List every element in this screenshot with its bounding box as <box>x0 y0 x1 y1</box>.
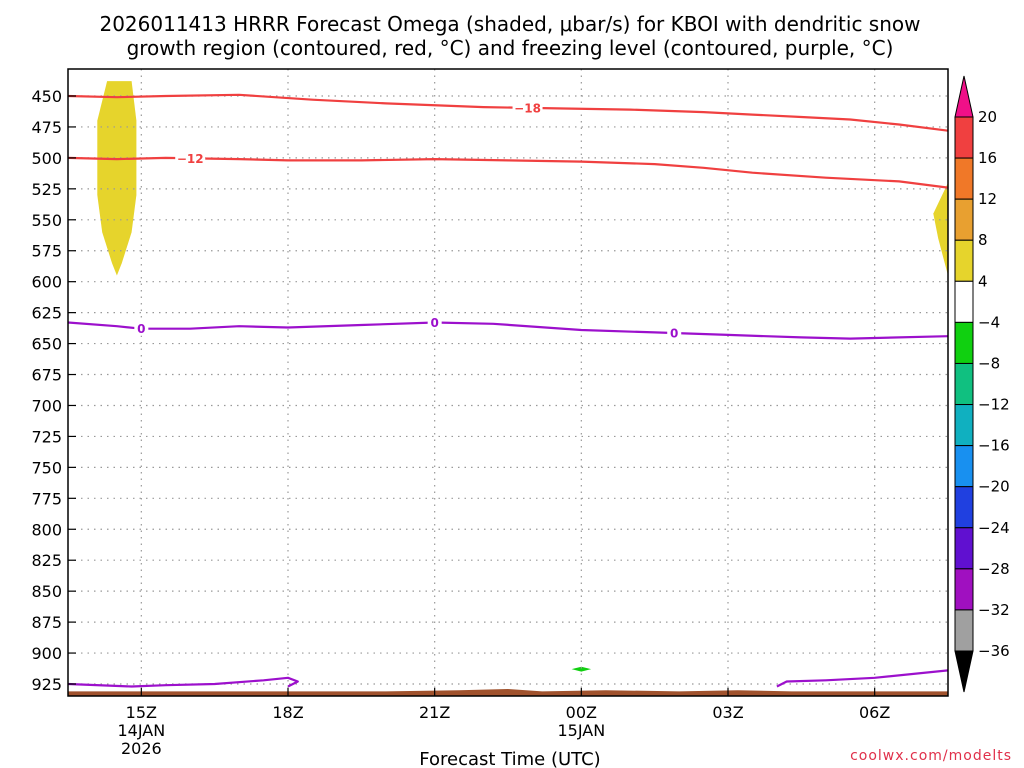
plot-area: −18 −12 0 0 0 450 475 500 525 550 575 600 625 650 675 7… <box>31 68 949 758</box>
colorbar-bin-1 <box>954 157 974 200</box>
contour-line-6 <box>776 669 948 688</box>
colorbar-label-11: −28 <box>978 560 1010 578</box>
contour-label-bg-0 <box>512 100 543 115</box>
contour-label-2: 0 <box>137 322 145 336</box>
colorbar-label-7: −12 <box>978 396 1010 414</box>
y-tick-label-1: 475 <box>31 118 62 137</box>
contour-label-0: −18 <box>514 101 541 115</box>
colorbar-bin-2 <box>954 198 974 241</box>
contour-label-4: 0 <box>670 327 678 341</box>
colorbar-label-4: 4 <box>978 272 988 290</box>
x-tick-label-5-0: 06Z <box>859 703 890 722</box>
y-tick-label-6: 600 <box>31 273 62 292</box>
colorbar-label-9: −20 <box>978 478 1010 496</box>
colorbar-bin-3 <box>954 239 974 282</box>
y-tick-label-11: 725 <box>31 427 62 446</box>
y-tick-label-9: 675 <box>31 366 62 385</box>
x-tick-label-0-2: 2026 <box>121 739 162 758</box>
y-tick-label-12: 750 <box>31 458 62 477</box>
colorbar: 20 16 12 8 4 −4 −8 −12 −16 −20 −24 −28 −32 −36 <box>954 75 1010 693</box>
colorbar-label-0: 20 <box>978 108 997 126</box>
x-tick-label-2-0: 21Z <box>419 703 450 722</box>
y-tick-label-3: 525 <box>31 180 62 199</box>
x-tick-label-3-1: 15JAN <box>557 721 605 740</box>
y-tick-label-14: 800 <box>31 520 62 539</box>
colorbar-label-5: −4 <box>978 313 1000 331</box>
x-tick-label-4-0: 03Z <box>712 703 743 722</box>
colorbar-bin-6 <box>954 362 974 406</box>
y-tick-label-2: 500 <box>31 149 62 168</box>
colorbar-top-arrow <box>954 75 974 118</box>
y-tick-label-5: 575 <box>31 242 62 261</box>
y-tick-label-13: 775 <box>31 489 62 508</box>
contour-line-5 <box>68 676 299 688</box>
x-axis-label: Forecast Time (UTC) <box>419 749 600 768</box>
y-tick-label-16: 850 <box>31 582 62 601</box>
x-tick-label-0-1: 14JAN <box>117 721 165 740</box>
y-tick-label-0: 450 <box>31 87 62 106</box>
chart-title-line-1: 2026011413 HRRR Forecast Omega (shaded, … <box>99 12 920 36</box>
credit-text[interactable]: coolwx.com/modelts <box>850 748 1012 764</box>
y-tick-label-7: 625 <box>31 304 62 323</box>
colorbar-bin-11 <box>954 568 974 611</box>
contour-label-bg-1 <box>175 151 206 166</box>
x-tick-label-1-0: 18Z <box>272 703 303 722</box>
colorbar-label-2: 12 <box>978 190 997 208</box>
colorbar-label-13: −36 <box>978 642 1010 660</box>
contour-label-3: 0 <box>430 316 438 330</box>
contour-label-1: −12 <box>177 152 204 166</box>
contour-label-bg-3 <box>427 315 442 330</box>
colorbar-bin-12 <box>954 609 974 652</box>
y-tick-label-8: 650 <box>31 335 62 354</box>
y-tick-label-19: 925 <box>31 675 62 694</box>
colorbar-label-12: −32 <box>978 601 1010 619</box>
colorbar-bin-7 <box>954 404 974 447</box>
omega-shaded-region-1 <box>933 182 948 276</box>
plot-clipped-content: −18 −12 0 0 0 <box>68 69 948 696</box>
chart-title-line-2: growth region (contoured, red, °C) and f… <box>127 36 894 60</box>
colorbar-label-1: 16 <box>978 149 997 167</box>
omega-shaded-region-2 <box>571 666 592 672</box>
colorbar-bin-9 <box>954 486 974 529</box>
colorbar-bin-5 <box>954 321 974 364</box>
x-tick-label-3-0: 00Z <box>566 703 597 722</box>
colorbar-label-10: −24 <box>978 519 1010 537</box>
colorbar-bin-10 <box>954 527 974 570</box>
omega-shaded-region-0 <box>97 81 137 276</box>
plot-background <box>68 69 948 696</box>
colorbar-bin-0 <box>954 116 974 159</box>
plot-border <box>67 68 949 697</box>
colorbar-bottom-arrow <box>954 650 974 693</box>
y-tick-label-15: 825 <box>31 551 62 570</box>
y-tick-label-18: 900 <box>31 644 62 663</box>
contour-label-bg-4 <box>667 326 682 341</box>
colorbar-bin-4 <box>954 280 974 323</box>
contour-line-0 <box>68 93 948 132</box>
y-tick-label-10: 700 <box>31 396 62 415</box>
y-tick-label-4: 550 <box>31 211 62 230</box>
y-tick-label-17: 875 <box>31 613 62 632</box>
colorbar-label-6: −8 <box>978 354 1000 372</box>
contour-label-bg-2 <box>134 321 149 336</box>
colorbar-bin-8 <box>954 445 974 488</box>
colorbar-label-3: 8 <box>978 231 988 249</box>
x-tick-label-0-0: 15Z <box>126 703 157 722</box>
colorbar-label-8: −16 <box>978 437 1010 455</box>
